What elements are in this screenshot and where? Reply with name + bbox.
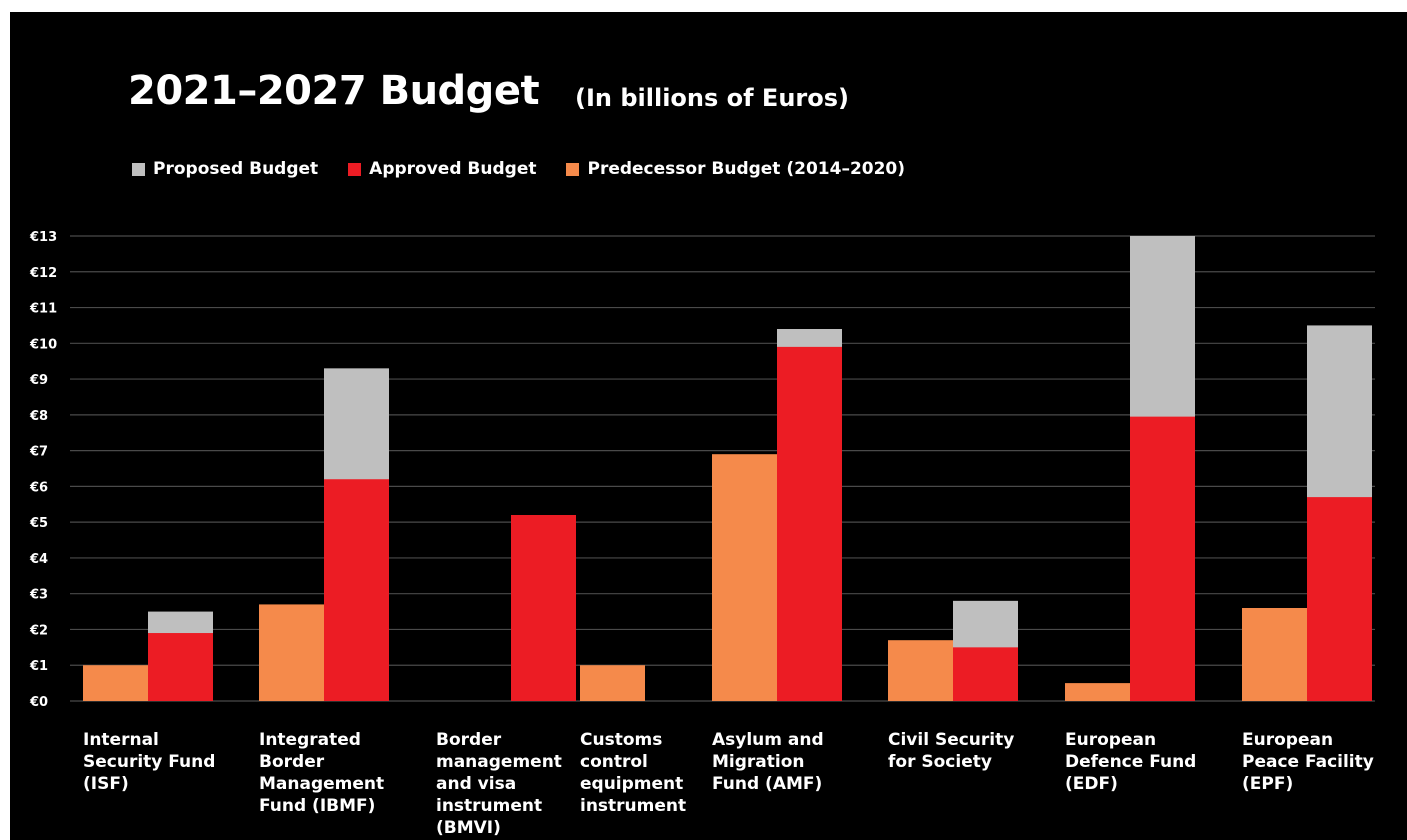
legend-swatch-approved bbox=[348, 162, 362, 176]
legend-label-predecessor: Predecessor Budget (2014–2020) bbox=[587, 159, 906, 179]
x-category-label: Civil Security for Society bbox=[888, 730, 1015, 772]
bar-predecessor bbox=[712, 454, 777, 701]
y-tick-label: €9 bbox=[29, 373, 48, 388]
x-category-label: European Peace Facility (EPF) bbox=[1242, 730, 1374, 794]
legend-item-proposed: Proposed Budget bbox=[132, 159, 318, 179]
bar-predecessor bbox=[1065, 683, 1130, 701]
legend-item-predecessor: Predecessor Budget (2014–2020) bbox=[566, 159, 905, 179]
legend-label-proposed: Proposed Budget bbox=[153, 159, 319, 179]
y-tick-label: €2 bbox=[29, 623, 48, 638]
bar-approved bbox=[148, 633, 213, 701]
y-tick-label: €6 bbox=[29, 480, 48, 495]
x-category-label: European Defence Fund (EDF) bbox=[1065, 730, 1197, 794]
x-category-label: Asylum and Migration Fund (AMF) bbox=[712, 730, 824, 794]
x-category-label: Border management and visa instrument (B… bbox=[436, 730, 562, 838]
bar-predecessor bbox=[1242, 608, 1307, 701]
y-tick-label: €11 bbox=[29, 302, 57, 317]
legend-item-approved: Approved Budget bbox=[348, 159, 536, 179]
bar-approved bbox=[953, 647, 1018, 701]
chart-title: 2021–2027 Budget bbox=[128, 68, 540, 114]
y-tick-label: €10 bbox=[29, 337, 57, 352]
x-category-label: Integrated Border Management Fund (IBMF) bbox=[259, 730, 385, 816]
legend-swatch-proposed bbox=[132, 162, 145, 176]
y-tick-label: €4 bbox=[29, 552, 48, 567]
bar-approved bbox=[511, 515, 576, 701]
y-tick-label: €8 bbox=[29, 409, 48, 424]
y-tick-label: €1 bbox=[29, 659, 48, 674]
bar-approved bbox=[324, 479, 389, 701]
x-category-label: Internal Security Fund (ISF) bbox=[83, 730, 216, 794]
y-tick-label: €0 bbox=[29, 695, 48, 710]
bar-approved bbox=[777, 346, 842, 701]
bar-predecessor bbox=[259, 604, 324, 701]
y-tick-label: €13 bbox=[29, 230, 57, 245]
x-category-label: Customs control equipment instrument bbox=[580, 730, 687, 816]
bar-predecessor bbox=[83, 665, 148, 701]
y-tick-label: €5 bbox=[29, 516, 48, 531]
bar-approved bbox=[1307, 497, 1372, 701]
bar-predecessor bbox=[580, 665, 645, 701]
legend-swatch-predecessor bbox=[566, 162, 580, 176]
bar-predecessor bbox=[888, 640, 953, 701]
y-tick-label: €7 bbox=[29, 445, 48, 460]
bar-approved bbox=[1130, 416, 1195, 701]
chart-subtitle: (In billions of Euros) bbox=[575, 84, 849, 112]
y-tick-label: €3 bbox=[29, 588, 48, 603]
y-tick-label: €12 bbox=[29, 266, 57, 281]
chart-legend: Proposed Budget Approved Budget Predeces… bbox=[132, 157, 935, 181]
legend-label-approved: Approved Budget bbox=[369, 159, 537, 179]
